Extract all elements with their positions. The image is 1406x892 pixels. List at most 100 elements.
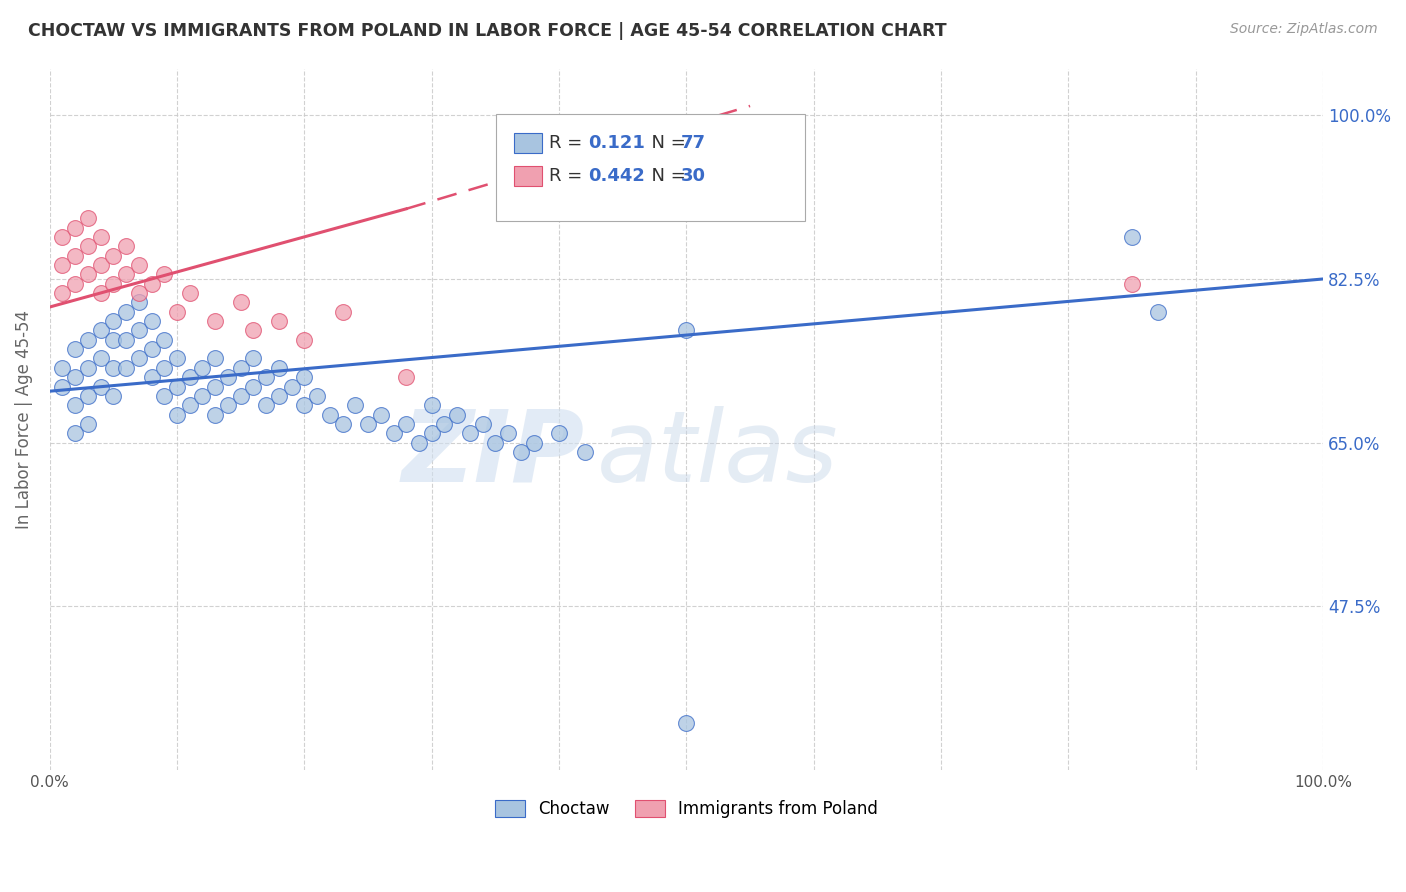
Point	[267, 360, 290, 375]
Text: 30: 30	[681, 167, 706, 185]
Point	[153, 389, 176, 403]
Point	[242, 379, 264, 393]
Point	[344, 398, 367, 412]
Point	[51, 360, 73, 375]
Point	[63, 249, 86, 263]
Point	[370, 408, 392, 422]
Point	[103, 360, 125, 375]
Point	[242, 323, 264, 337]
Point	[319, 408, 342, 422]
Point	[217, 370, 239, 384]
Point	[76, 389, 98, 403]
Point	[76, 333, 98, 347]
Point	[51, 285, 73, 300]
Point	[395, 370, 418, 384]
Point	[76, 417, 98, 431]
Point	[254, 398, 277, 412]
Point	[1146, 304, 1168, 318]
Text: atlas: atlas	[598, 406, 839, 503]
Point	[408, 435, 430, 450]
Point	[141, 277, 163, 291]
Point	[63, 277, 86, 291]
Point	[166, 351, 188, 366]
Point	[103, 389, 125, 403]
Point	[103, 333, 125, 347]
Point	[204, 314, 226, 328]
Point	[90, 285, 112, 300]
Point	[51, 258, 73, 272]
Text: 77: 77	[681, 134, 706, 152]
Point	[166, 408, 188, 422]
Point	[420, 426, 443, 441]
Point	[254, 370, 277, 384]
Text: R =: R =	[548, 134, 588, 152]
Point	[395, 417, 418, 431]
Point	[280, 379, 302, 393]
Point	[76, 360, 98, 375]
Point	[115, 267, 138, 281]
Text: R =: R =	[548, 167, 588, 185]
Point	[229, 389, 252, 403]
Point	[103, 314, 125, 328]
Point	[267, 389, 290, 403]
Point	[332, 304, 354, 318]
Point	[204, 408, 226, 422]
Point	[115, 239, 138, 253]
Text: 0.442: 0.442	[588, 167, 645, 185]
Point	[179, 398, 201, 412]
Point	[332, 417, 354, 431]
Point	[217, 398, 239, 412]
Point	[90, 379, 112, 393]
Point	[115, 333, 138, 347]
Point	[675, 323, 697, 337]
Point	[90, 351, 112, 366]
Point	[420, 398, 443, 412]
Point	[63, 426, 86, 441]
Text: Source: ZipAtlas.com: Source: ZipAtlas.com	[1230, 22, 1378, 37]
Point	[63, 220, 86, 235]
Point	[153, 333, 176, 347]
Point	[103, 277, 125, 291]
Point	[433, 417, 456, 431]
Point	[179, 285, 201, 300]
Point	[509, 445, 531, 459]
Point	[166, 379, 188, 393]
Point	[292, 398, 315, 412]
Point	[128, 323, 150, 337]
Point	[191, 389, 214, 403]
Point	[76, 267, 98, 281]
Point	[153, 267, 176, 281]
Point	[141, 314, 163, 328]
Point	[229, 295, 252, 310]
Point	[115, 360, 138, 375]
Point	[153, 360, 176, 375]
Point	[523, 435, 546, 450]
Point	[141, 370, 163, 384]
Point	[166, 304, 188, 318]
Point	[292, 333, 315, 347]
Point	[128, 351, 150, 366]
Text: N =: N =	[641, 134, 692, 152]
Point	[63, 398, 86, 412]
Point	[103, 249, 125, 263]
Point	[128, 285, 150, 300]
Point	[63, 342, 86, 356]
Point	[51, 230, 73, 244]
Point	[90, 258, 112, 272]
Point	[242, 351, 264, 366]
Legend: Choctaw, Immigrants from Poland: Choctaw, Immigrants from Poland	[488, 793, 884, 825]
Point	[76, 211, 98, 226]
Text: 0.121: 0.121	[588, 134, 645, 152]
Point	[63, 370, 86, 384]
Point	[446, 408, 468, 422]
Text: ZIP: ZIP	[402, 406, 585, 503]
Point	[128, 295, 150, 310]
Point	[496, 426, 519, 441]
Point	[191, 360, 214, 375]
Point	[90, 323, 112, 337]
Point	[548, 426, 571, 441]
Text: CHOCTAW VS IMMIGRANTS FROM POLAND IN LABOR FORCE | AGE 45-54 CORRELATION CHART: CHOCTAW VS IMMIGRANTS FROM POLAND IN LAB…	[28, 22, 946, 40]
Point	[90, 230, 112, 244]
Point	[141, 342, 163, 356]
Point	[267, 314, 290, 328]
